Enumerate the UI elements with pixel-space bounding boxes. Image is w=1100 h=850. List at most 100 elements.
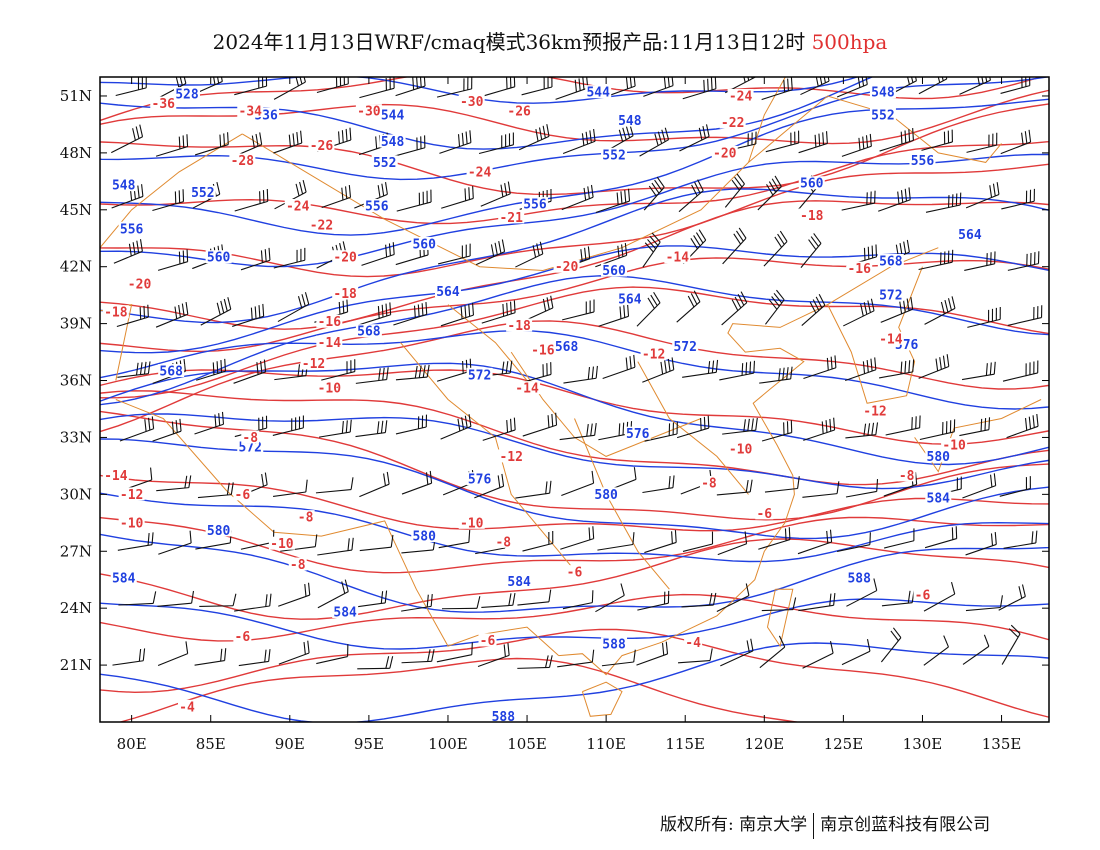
wind-barb [761,77,793,101]
wind-barb [157,249,189,271]
temperature-label: -6 [756,507,772,522]
temperature-contour [100,163,1049,278]
temperature-label: -20 [333,251,357,266]
wind-barb [720,638,754,667]
temperature-label-bg [233,487,252,501]
temperature-contour [100,369,1049,445]
wind-barb [682,229,707,264]
y-tick-label: 33N [60,428,92,446]
wind-barb [517,655,553,669]
wind-barb [676,290,701,323]
height-label-bg [601,147,628,161]
wind-barb [155,301,189,328]
wind-barb [273,247,306,269]
temperature-label: -8 [242,431,258,446]
temperature-label-bg [846,261,873,275]
wind-barb [724,173,745,208]
height-label-bg [909,153,936,167]
temperature-label: -6 [480,634,496,649]
height-label-bg [869,85,896,99]
wind-barb [966,132,998,153]
wind-barb [595,583,625,613]
wind-barb [1006,413,1039,439]
height-label-bg [877,288,904,302]
wind-barb [800,233,822,268]
height-label-bg [956,227,983,241]
temperature-label-bg [316,314,343,328]
temperature-label: -14 [104,469,128,484]
wind-barb [436,642,473,663]
wind-barb [355,420,388,438]
height-label-bg [521,197,548,211]
y-tick-label: 51N [60,87,92,105]
height-label-bg [616,113,643,127]
wind-barb [682,531,714,552]
x-tick-label: 100E [428,735,468,753]
temperature-label: -24 [468,165,492,180]
temperature-label-bg [727,441,754,455]
wind-barb [846,578,878,607]
height-label: 568 [159,365,183,380]
x-tick-label: 130E [903,735,943,753]
y-tick-label: 24N [60,599,92,617]
wind-barb [642,475,675,494]
height-label-bg [173,87,200,101]
wind-barb [317,537,354,556]
temperature-contour [100,390,1049,486]
wind-barb [522,295,554,323]
temperature-label-bg [118,515,145,529]
height-label: 560 [412,237,436,252]
wind-barb [474,473,505,499]
height-label: 568 [357,325,381,340]
height-label: 584 [507,575,531,590]
height-label: 584 [333,605,357,620]
height-label-bg [118,221,145,235]
wind-barb [636,291,661,327]
wind-barb [477,643,510,668]
height-label-bg [411,236,438,250]
wind-barb [764,476,800,493]
wind-barb [962,473,997,499]
height-label-bg [363,199,390,212]
wind-barb [480,181,511,207]
temperature-label: -26 [507,105,531,120]
wind-barb [559,423,597,441]
wind-barb [878,187,911,212]
x-tick-label: 85E [196,735,226,753]
temperature-label-bg [862,403,889,417]
temperature-label-bg [498,449,525,463]
southwest-border [115,399,560,656]
height-contour [100,492,1049,563]
temperature-label: -10 [270,537,294,552]
wind-barb [117,532,154,551]
temperature-label-bg [126,276,153,290]
wind-barb [921,129,953,151]
temperature-label-bg [684,635,703,649]
x-tick-label: 105E [507,735,547,753]
height-label-bg [411,529,438,543]
temperature-label-bg [798,208,825,222]
wind-barb [798,592,836,612]
heilongjiang-border [748,95,1002,163]
temperature-label-bg [458,515,485,529]
temperature-label: -12 [642,347,665,362]
temperature-label-bg [355,104,382,118]
wind-barb [880,296,914,323]
height-label: 588 [602,638,626,653]
temperature-label-bg [727,88,754,102]
wind-barb [636,641,669,666]
wind-barb [321,359,356,381]
wind-barb [597,532,635,551]
wind-barb [155,134,189,157]
height-label-bg [616,291,643,305]
temperature-label: -6 [235,630,251,645]
wind-barb [643,176,665,211]
height-label: 564 [958,228,982,243]
height-label: 548 [381,135,405,150]
wind-barb [841,639,871,666]
temperature-label-bg [177,699,196,713]
height-label: 572 [673,340,696,355]
temperature-label-bg [719,115,746,129]
wind-barb [157,641,189,666]
